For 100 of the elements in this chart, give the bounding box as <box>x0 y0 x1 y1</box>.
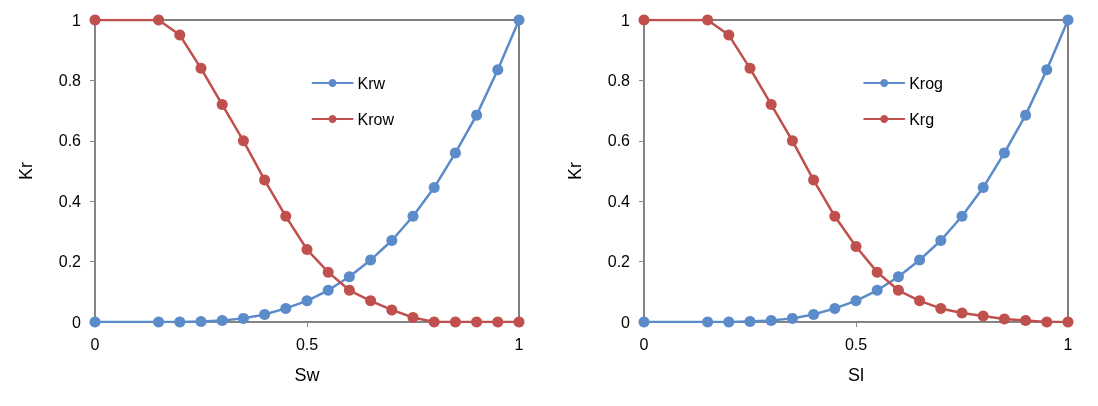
point <box>259 174 271 186</box>
point <box>174 29 186 41</box>
x-tick-label: 0.5 <box>844 335 868 353</box>
y-tick-label: 0.6 <box>607 132 631 150</box>
point <box>935 234 947 246</box>
point <box>259 308 271 320</box>
point <box>449 147 461 159</box>
y-axis-title: Kr <box>16 161 36 180</box>
point <box>237 312 249 324</box>
point <box>956 307 968 319</box>
point <box>301 244 313 256</box>
point <box>492 64 504 76</box>
point <box>702 316 714 328</box>
y-tick-label: 0.2 <box>607 253 631 271</box>
point <box>808 174 820 186</box>
point <box>513 14 525 26</box>
point <box>765 99 777 111</box>
y-tick-label: 0.8 <box>58 71 82 89</box>
point <box>280 302 292 314</box>
legend-label: Krog <box>909 74 943 92</box>
point <box>174 316 186 328</box>
point <box>744 62 756 74</box>
point <box>513 316 525 328</box>
x-tick-label: 0 <box>90 335 100 353</box>
point <box>914 295 926 307</box>
point <box>343 271 355 283</box>
point <box>216 99 228 111</box>
legend-label: Krg <box>909 110 935 128</box>
point <box>786 135 798 147</box>
point <box>1062 14 1074 26</box>
point <box>343 284 355 296</box>
point <box>322 284 334 296</box>
point <box>977 182 989 194</box>
point <box>744 315 756 327</box>
x-axis-title: Sw <box>294 365 321 385</box>
y-tick-label: 0.4 <box>58 192 82 210</box>
point <box>195 62 207 74</box>
point <box>638 316 650 328</box>
point <box>977 310 989 322</box>
point <box>449 316 461 328</box>
point <box>956 210 968 222</box>
point <box>428 316 440 328</box>
x-tick-label: 1 <box>514 335 524 353</box>
point <box>892 284 904 296</box>
point <box>723 316 735 328</box>
y-axis-title: Kr <box>565 161 585 180</box>
y-tick-label: 0 <box>72 313 82 331</box>
point <box>1020 109 1032 121</box>
point <box>829 210 841 222</box>
point <box>365 254 377 266</box>
point <box>935 302 947 314</box>
legend-label: Krow <box>357 110 395 128</box>
point <box>471 109 483 121</box>
point <box>638 14 650 26</box>
point <box>1041 316 1053 328</box>
point <box>492 316 504 328</box>
point <box>871 284 883 296</box>
point <box>1041 64 1053 76</box>
point <box>386 234 398 246</box>
point <box>850 295 862 307</box>
point <box>471 316 483 328</box>
point <box>808 308 820 320</box>
y-tick-label: 1 <box>72 11 82 29</box>
legend-label: Krw <box>357 74 386 92</box>
y-tick-label: 0.6 <box>58 132 82 150</box>
y-tick-label: 0.2 <box>58 253 82 271</box>
point <box>1062 316 1074 328</box>
y-tick-label: 0 <box>621 313 631 331</box>
point <box>153 316 165 328</box>
y-tick-label: 0.8 <box>607 71 631 89</box>
point <box>765 314 777 326</box>
point <box>998 147 1010 159</box>
x-tick-label: 0 <box>639 335 649 353</box>
point <box>998 313 1010 325</box>
point <box>365 295 377 307</box>
point <box>89 14 101 26</box>
y-tick-label: 0.4 <box>607 192 631 210</box>
y-tick-label: 1 <box>621 11 631 29</box>
point <box>216 314 228 326</box>
point <box>153 14 165 26</box>
point <box>871 266 883 278</box>
point <box>829 302 841 314</box>
point <box>914 254 926 266</box>
point <box>89 316 101 328</box>
point <box>322 266 334 278</box>
x-axis-title: Sl <box>847 365 865 385</box>
point <box>723 29 735 41</box>
point <box>892 271 904 283</box>
point <box>237 135 249 147</box>
point <box>280 210 292 222</box>
point <box>702 14 714 26</box>
point <box>850 241 862 252</box>
x-tick-label: 1 <box>1063 335 1073 353</box>
x-tick-label: 0.5 <box>295 335 319 353</box>
point <box>386 304 398 316</box>
point <box>407 311 419 323</box>
point <box>1020 314 1032 326</box>
point <box>428 182 440 194</box>
point <box>301 295 313 307</box>
point <box>407 210 419 222</box>
